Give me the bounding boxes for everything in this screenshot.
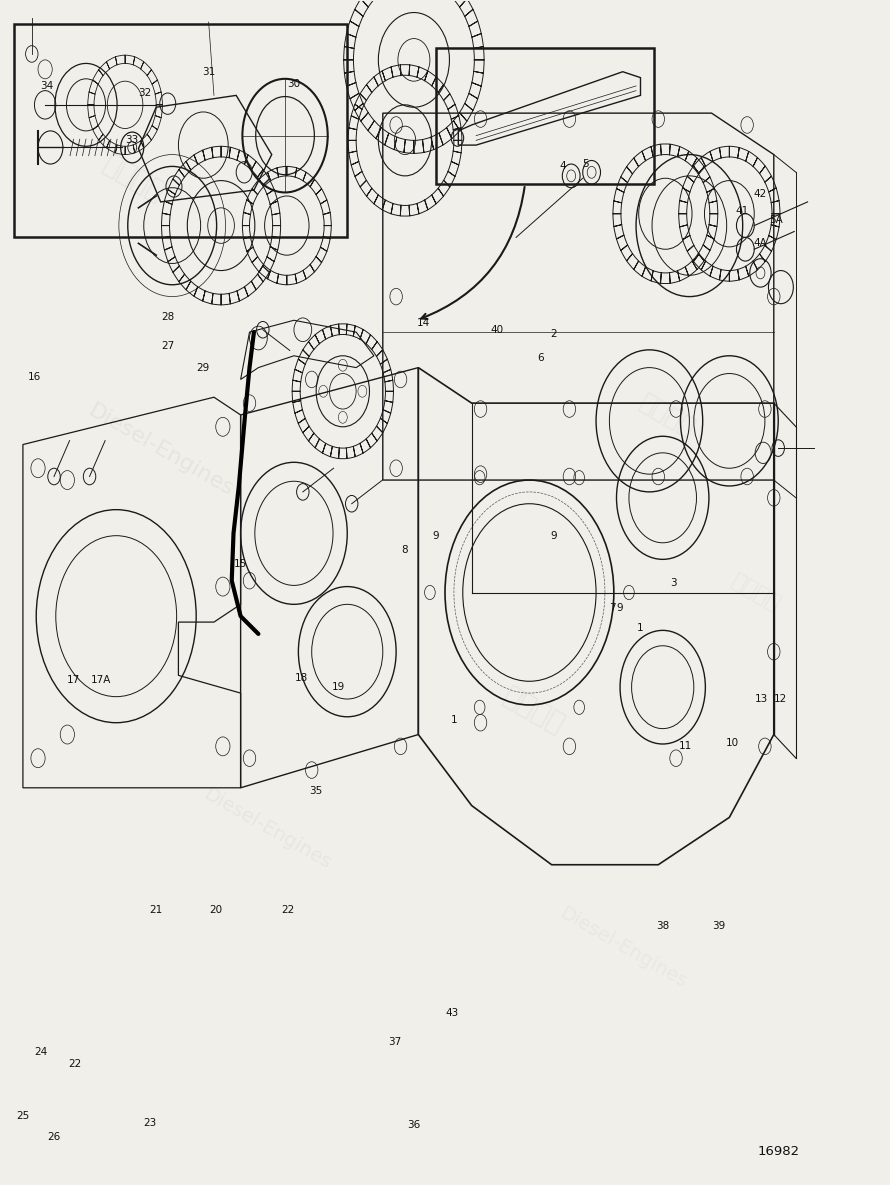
- Text: 37: 37: [388, 1037, 401, 1048]
- Text: 31: 31: [202, 66, 215, 77]
- Text: 12: 12: [774, 694, 788, 704]
- Text: 5: 5: [582, 159, 588, 169]
- Text: 4A: 4A: [754, 238, 767, 249]
- Bar: [436, 49, 654, 184]
- Text: 28: 28: [161, 312, 174, 321]
- Text: 1: 1: [637, 623, 643, 633]
- Text: 23: 23: [143, 1117, 157, 1128]
- Text: 21: 21: [150, 904, 163, 915]
- Circle shape: [38, 130, 63, 164]
- Text: 17: 17: [67, 675, 80, 685]
- Text: 16: 16: [28, 372, 41, 382]
- Text: 24: 24: [34, 1046, 47, 1057]
- Text: 柴发动力: 柴发动力: [498, 683, 570, 739]
- Text: 9: 9: [433, 531, 440, 540]
- Text: Diesel-Engines: Diesel-Engines: [555, 903, 690, 992]
- Text: 柴发动力: 柴发动力: [728, 570, 784, 615]
- Bar: [14, 25, 347, 237]
- Text: 34: 34: [40, 81, 53, 91]
- Text: 25: 25: [16, 1110, 29, 1121]
- Text: 3: 3: [670, 578, 676, 588]
- Text: 1: 1: [450, 716, 457, 725]
- Text: 8: 8: [401, 545, 409, 555]
- Text: 26: 26: [47, 1132, 61, 1142]
- Text: Diesel-Engines: Diesel-Engines: [200, 784, 335, 873]
- Text: 17A: 17A: [91, 675, 111, 685]
- Text: 33: 33: [125, 135, 139, 146]
- Text: 14: 14: [417, 318, 430, 327]
- Text: Diesel-Engines: Diesel-Engines: [85, 401, 237, 500]
- Text: 32: 32: [138, 88, 151, 98]
- Text: 27: 27: [161, 341, 174, 351]
- Text: 5A: 5A: [770, 214, 783, 225]
- Text: 41: 41: [735, 206, 748, 217]
- Text: 10: 10: [725, 738, 739, 748]
- Text: 4: 4: [559, 161, 566, 172]
- Text: 11: 11: [679, 742, 692, 751]
- Text: 7: 7: [609, 603, 615, 613]
- Text: 9: 9: [550, 531, 557, 540]
- Text: 柴发动力: 柴发动力: [635, 390, 700, 441]
- Text: 36: 36: [408, 1120, 420, 1130]
- Text: 15: 15: [234, 559, 247, 569]
- Text: 40: 40: [490, 325, 503, 334]
- Text: 42: 42: [754, 188, 767, 199]
- Text: 9: 9: [617, 603, 623, 613]
- Text: 35: 35: [310, 787, 323, 796]
- Text: 22: 22: [68, 1058, 81, 1069]
- Text: 39: 39: [712, 921, 725, 931]
- Text: 18: 18: [295, 673, 308, 683]
- Text: 19: 19: [332, 683, 345, 692]
- Text: 柴发动力: 柴发动力: [98, 149, 170, 207]
- Text: 43: 43: [446, 1007, 458, 1018]
- Text: 30: 30: [287, 78, 301, 89]
- Text: 29: 29: [197, 363, 210, 372]
- Text: 2: 2: [550, 329, 557, 339]
- Text: 16982: 16982: [757, 1145, 799, 1158]
- Text: 13: 13: [755, 694, 768, 704]
- Text: 22: 22: [281, 904, 295, 915]
- Text: 6: 6: [538, 353, 545, 363]
- Text: 38: 38: [656, 921, 669, 931]
- Text: 20: 20: [209, 904, 222, 915]
